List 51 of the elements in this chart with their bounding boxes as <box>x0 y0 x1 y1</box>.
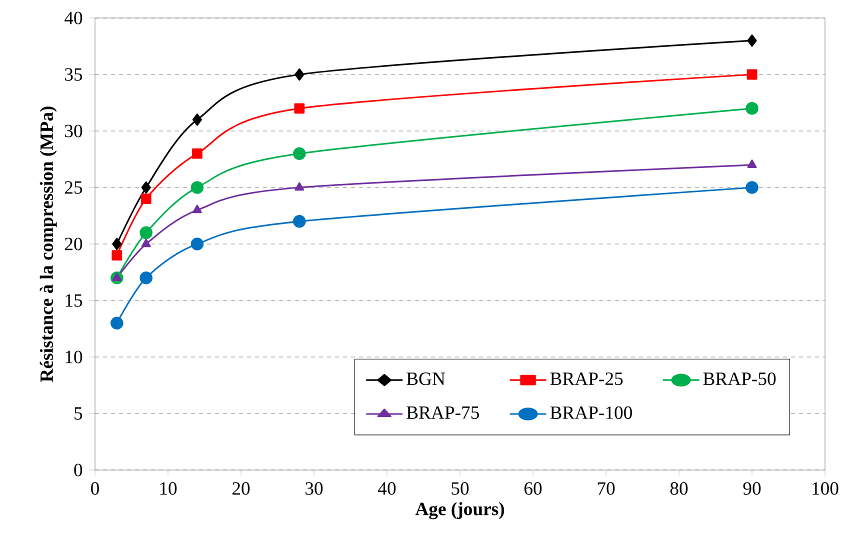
x-tick-label: 30 <box>306 482 323 495</box>
x-tick-label: 100 <box>812 482 838 495</box>
point <box>746 181 758 194</box>
point <box>747 160 757 168</box>
x-axis-title: Age (jours) <box>415 502 504 520</box>
point <box>110 316 124 330</box>
y-axis-title: Résistance à la compression (MPa) <box>40 106 57 382</box>
point <box>141 181 151 194</box>
point <box>747 34 757 47</box>
point <box>141 238 151 248</box>
y-tick-label: 15 <box>66 294 82 307</box>
point <box>192 148 202 159</box>
point <box>192 204 202 214</box>
x-tick-label: 90 <box>743 482 761 495</box>
point <box>112 250 122 260</box>
x-tick-label: 50 <box>452 482 469 495</box>
point <box>192 114 202 126</box>
legend-label: BGN <box>406 372 446 386</box>
point <box>294 103 305 114</box>
point <box>190 238 204 250</box>
point <box>112 272 122 281</box>
y-tick-label: 5 <box>74 407 82 420</box>
point <box>293 147 306 160</box>
y-tick-label: 20 <box>64 238 82 250</box>
x-tick-label: 70 <box>598 482 615 495</box>
point <box>112 238 122 250</box>
legend-label: BRAP-100 <box>550 406 632 419</box>
legend-label: BRAP-75 <box>406 406 479 419</box>
legend-label: BRAP-50 <box>703 372 776 386</box>
y-tick-label: 0 <box>74 464 82 476</box>
y-tick-label: 40 <box>64 12 82 24</box>
point <box>190 181 204 194</box>
x-tick-label: 0 <box>91 482 99 495</box>
point <box>294 182 304 191</box>
x-tick-label: 40 <box>378 482 396 495</box>
point <box>140 226 153 240</box>
x-tick-label: 80 <box>670 482 688 495</box>
point <box>294 68 304 81</box>
point <box>140 194 152 204</box>
point <box>746 102 758 115</box>
point <box>293 215 306 228</box>
y-tick-label: 30 <box>65 124 82 138</box>
y-tick-label: 25 <box>64 181 82 194</box>
y-tick-label: 10 <box>66 350 82 364</box>
legend-label: BRAP-25 <box>550 372 623 386</box>
point <box>140 272 153 284</box>
x-tick-label: 10 <box>160 482 177 495</box>
y-tick-label: 35 <box>65 68 82 81</box>
x-tick-label: 60 <box>524 482 542 495</box>
x-tick-label: 20 <box>232 482 250 495</box>
point <box>746 69 758 80</box>
